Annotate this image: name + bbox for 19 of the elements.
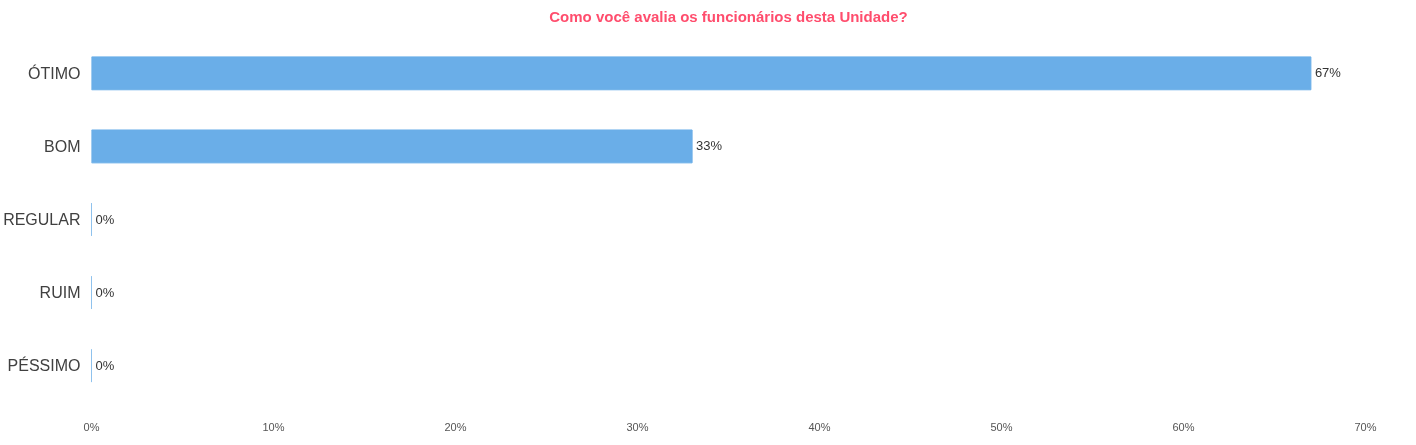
data-label: 0%: [95, 284, 115, 300]
chart-title: Como você avalia os funcionários desta Unidade?: [549, 7, 908, 25]
y-tick-label: ÓTIMO: [28, 63, 81, 82]
x-tick-label: 40%: [808, 420, 831, 433]
data-label: 0%: [95, 357, 115, 373]
x-tick-label: 10%: [262, 420, 285, 433]
x-tick-label: 20%: [444, 420, 467, 433]
x-tick-label: 70%: [1354, 420, 1377, 433]
x-tick-label: 0%: [83, 420, 100, 433]
data-label: 67%: [1314, 65, 1342, 81]
data-label: 33%: [696, 138, 723, 154]
data-label: 0%: [95, 211, 115, 227]
y-tick-label: RUIM: [39, 284, 81, 302]
x-tick-label: 60%: [1172, 420, 1195, 433]
y-tick-label: PÉSSIMO: [7, 356, 81, 375]
x-tick-label: 30%: [626, 420, 649, 433]
x-tick-label: 50%: [990, 420, 1013, 433]
y-tick-label: REGULAR: [3, 211, 81, 228]
y-tick-label: BOM: [44, 137, 81, 155]
